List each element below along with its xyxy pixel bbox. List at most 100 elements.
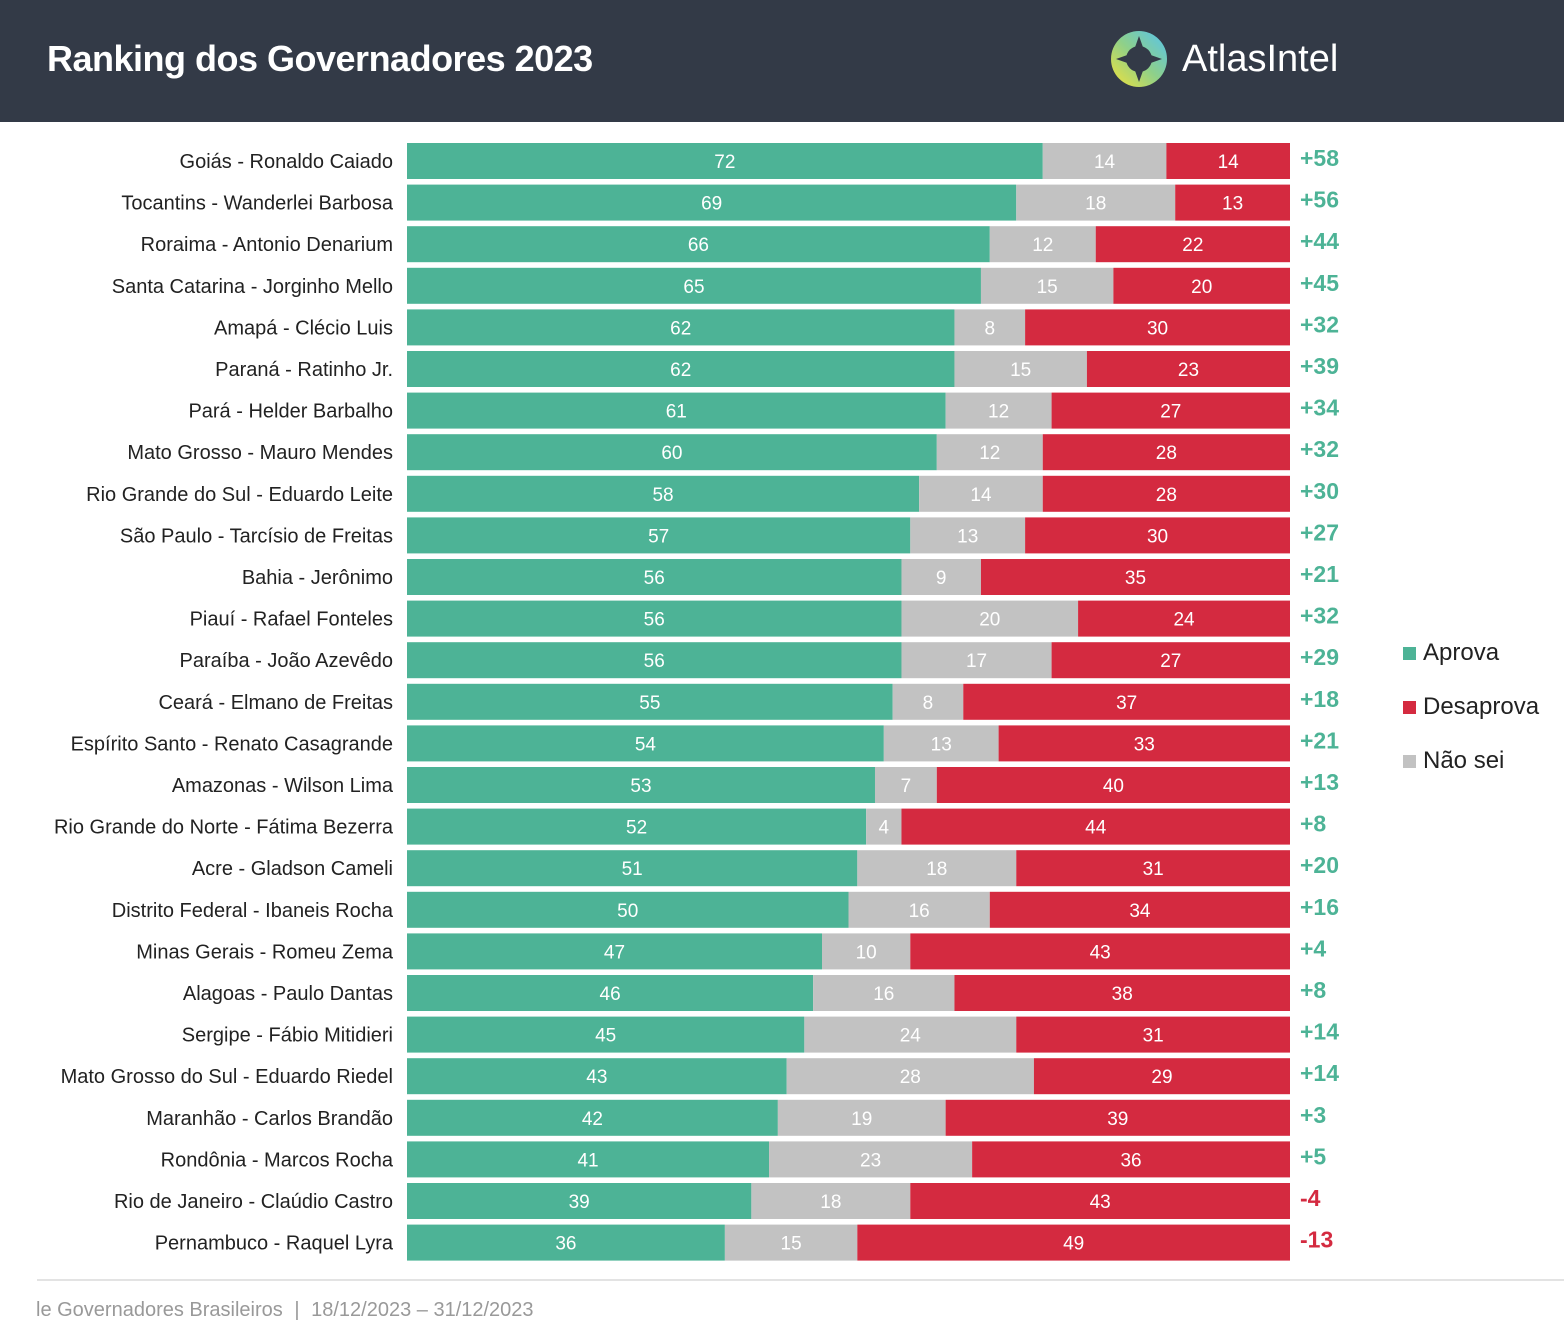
bar-aprova-value: 57 bbox=[648, 526, 669, 547]
bar-aprova bbox=[407, 1141, 770, 1178]
bar-aprova bbox=[407, 683, 893, 720]
bar-nao-sei-value: 9 bbox=[936, 568, 947, 589]
bar-nao-sei bbox=[936, 434, 1043, 471]
bar-aprova-value: 58 bbox=[652, 485, 673, 506]
bar-nao-sei-value: 18 bbox=[926, 859, 947, 880]
bar-nao-sei-value: 16 bbox=[873, 984, 894, 1005]
bar-nao-sei-value: 20 bbox=[979, 610, 1000, 631]
bar-nao-sei bbox=[786, 1058, 1034, 1095]
bar-nao-sei bbox=[901, 559, 981, 595]
bar-aprova-value: 36 bbox=[555, 1234, 576, 1255]
net-approval-label: +30 bbox=[1300, 478, 1339, 504]
category-label: Pernambuco - Raquel Lyra bbox=[155, 1233, 394, 1255]
bar-desaprova bbox=[1051, 642, 1290, 679]
bar-desaprova-value: 27 bbox=[1160, 402, 1181, 423]
category-label: Ceará - Elmano de Freitas bbox=[158, 692, 393, 714]
net-approval-label: +16 bbox=[1300, 894, 1339, 920]
net-approval-label: +39 bbox=[1300, 353, 1339, 379]
bar-desaprova bbox=[1086, 351, 1290, 387]
bar-desaprova-value: 43 bbox=[1090, 942, 1111, 963]
brand-name: AtlasIntel bbox=[1182, 38, 1339, 80]
bar-aprova-value: 65 bbox=[683, 277, 704, 298]
bar-aprova bbox=[407, 1183, 752, 1219]
footer-dates: 18/12/2023 – 31/12/2023 bbox=[311, 1299, 534, 1321]
bar-desaprova bbox=[936, 767, 1290, 803]
bar-desaprova bbox=[910, 1183, 1290, 1219]
bar-row: Tocantins - Wanderlei Barbosa 69 18 13 +56 bbox=[121, 184, 1339, 221]
bar-row: Mato Grosso - Mauro Mendes 60 12 28 +32 bbox=[127, 434, 1339, 471]
bar-aprova-value: 50 bbox=[617, 901, 638, 922]
bar-aprova-value: 41 bbox=[577, 1150, 598, 1171]
bar-nao-sei bbox=[1042, 143, 1167, 179]
bar-nao-sei-value: 16 bbox=[909, 901, 930, 922]
bar-aprova-value: 43 bbox=[586, 1067, 607, 1088]
bar-row: Maranhão - Carlos Brandão 42 19 39 +3 bbox=[146, 1099, 1326, 1136]
legend-swatch bbox=[1403, 754, 1416, 768]
bar-nao-sei bbox=[954, 351, 1087, 387]
category-label: Mato Grosso do Sul - Eduardo Riedel bbox=[61, 1066, 393, 1088]
header: Ranking dos Governadores 2023 AtlasIntel bbox=[0, 0, 1564, 122]
bar-desaprova-value: 31 bbox=[1143, 1026, 1164, 1047]
net-approval-label: +32 bbox=[1300, 436, 1339, 462]
bar-desaprova bbox=[910, 933, 1290, 970]
bar-aprova bbox=[407, 933, 823, 970]
category-label: Rio Grande do Norte - Fátima Bezerra bbox=[54, 817, 394, 839]
bar-row: Pernambuco - Raquel Lyra 36 15 49 -13 bbox=[155, 1224, 1333, 1261]
bar-nao-sei-value: 15 bbox=[1037, 277, 1058, 298]
bar-nao-sei-value: 12 bbox=[979, 443, 1000, 464]
category-label: Roraima - Antonio Denarium bbox=[141, 234, 393, 256]
category-label: Bahia - Jerônimo bbox=[242, 567, 393, 589]
category-label: Paraíba - João Azevêdo bbox=[180, 650, 393, 672]
bar-desaprova-value: 49 bbox=[1063, 1234, 1084, 1255]
bar-aprova-value: 47 bbox=[604, 942, 625, 963]
net-approval-label: +29 bbox=[1300, 644, 1339, 670]
legend-label: Desaprova bbox=[1423, 693, 1540, 720]
bar-nao-sei bbox=[1016, 184, 1176, 221]
bar-aprova-value: 51 bbox=[622, 859, 643, 880]
bar-nao-sei bbox=[910, 517, 1026, 554]
category-label: Maranhão - Carlos Brandão bbox=[146, 1108, 393, 1130]
bar-row: Piauí - Rafael Fonteles 56 20 24 +32 bbox=[190, 600, 1339, 637]
bar-aprova bbox=[407, 143, 1043, 179]
bar-row: Ceará - Elmano de Freitas 55 8 37 +18 bbox=[158, 683, 1339, 720]
legend-item-nao-sei: Não sei bbox=[1403, 734, 1539, 788]
bar-nao-sei-value: 4 bbox=[879, 818, 890, 839]
bar-nao-sei bbox=[822, 933, 911, 970]
bar-aprova bbox=[407, 975, 814, 1011]
bar-nao-sei-value: 12 bbox=[1032, 235, 1053, 256]
bar-aprova-value: 46 bbox=[600, 984, 621, 1005]
category-label: Tocantins - Wanderlei Barbosa bbox=[121, 193, 393, 215]
bar-nao-sei-value: 12 bbox=[988, 402, 1009, 423]
net-approval-label: +32 bbox=[1300, 311, 1339, 337]
bar-nao-sei-value: 23 bbox=[860, 1150, 881, 1171]
bar-desaprova bbox=[1033, 1058, 1290, 1095]
bar-row: Paraíba - João Azevêdo 56 17 27 +29 bbox=[180, 642, 1339, 679]
bar-desaprova-value: 14 bbox=[1218, 152, 1240, 173]
bar-desaprova bbox=[1016, 850, 1290, 887]
bar-desaprova-value: 27 bbox=[1160, 651, 1181, 672]
bar-nao-sei bbox=[804, 1016, 1017, 1053]
bar-aprova bbox=[407, 1099, 778, 1136]
bar-desaprova-value: 37 bbox=[1116, 693, 1137, 714]
bar-row: Sergipe - Fábio Mitidieri 45 24 31 +14 bbox=[182, 1016, 1339, 1053]
net-approval-label: +32 bbox=[1300, 603, 1339, 629]
category-label: Alagoas - Paulo Dantas bbox=[183, 983, 393, 1005]
footer-divider bbox=[37, 1279, 1564, 1281]
bar-desaprova bbox=[1051, 392, 1290, 429]
bar-desaprova-value: 13 bbox=[1222, 194, 1243, 215]
footer-source: le Governadores Brasileiros bbox=[36, 1299, 283, 1321]
net-approval-label: +8 bbox=[1300, 811, 1326, 837]
bar-row: Alagoas - Paulo Dantas 46 16 38 +8 bbox=[183, 975, 1326, 1011]
category-label: Minas Gerais - Romeu Zema bbox=[136, 941, 394, 963]
bar-aprova bbox=[407, 392, 946, 429]
bar-nao-sei bbox=[769, 1141, 973, 1178]
bar-desaprova-value: 28 bbox=[1156, 443, 1177, 464]
bar-desaprova-value: 38 bbox=[1112, 984, 1133, 1005]
bar-nao-sei bbox=[848, 891, 990, 928]
net-approval-label: +5 bbox=[1300, 1143, 1326, 1169]
bar-aprova bbox=[407, 226, 990, 263]
bar-aprova-value: 56 bbox=[644, 568, 665, 589]
category-label: Santa Catarina - Jorginho Mello bbox=[112, 276, 393, 298]
bar-desaprova bbox=[972, 1141, 1290, 1178]
